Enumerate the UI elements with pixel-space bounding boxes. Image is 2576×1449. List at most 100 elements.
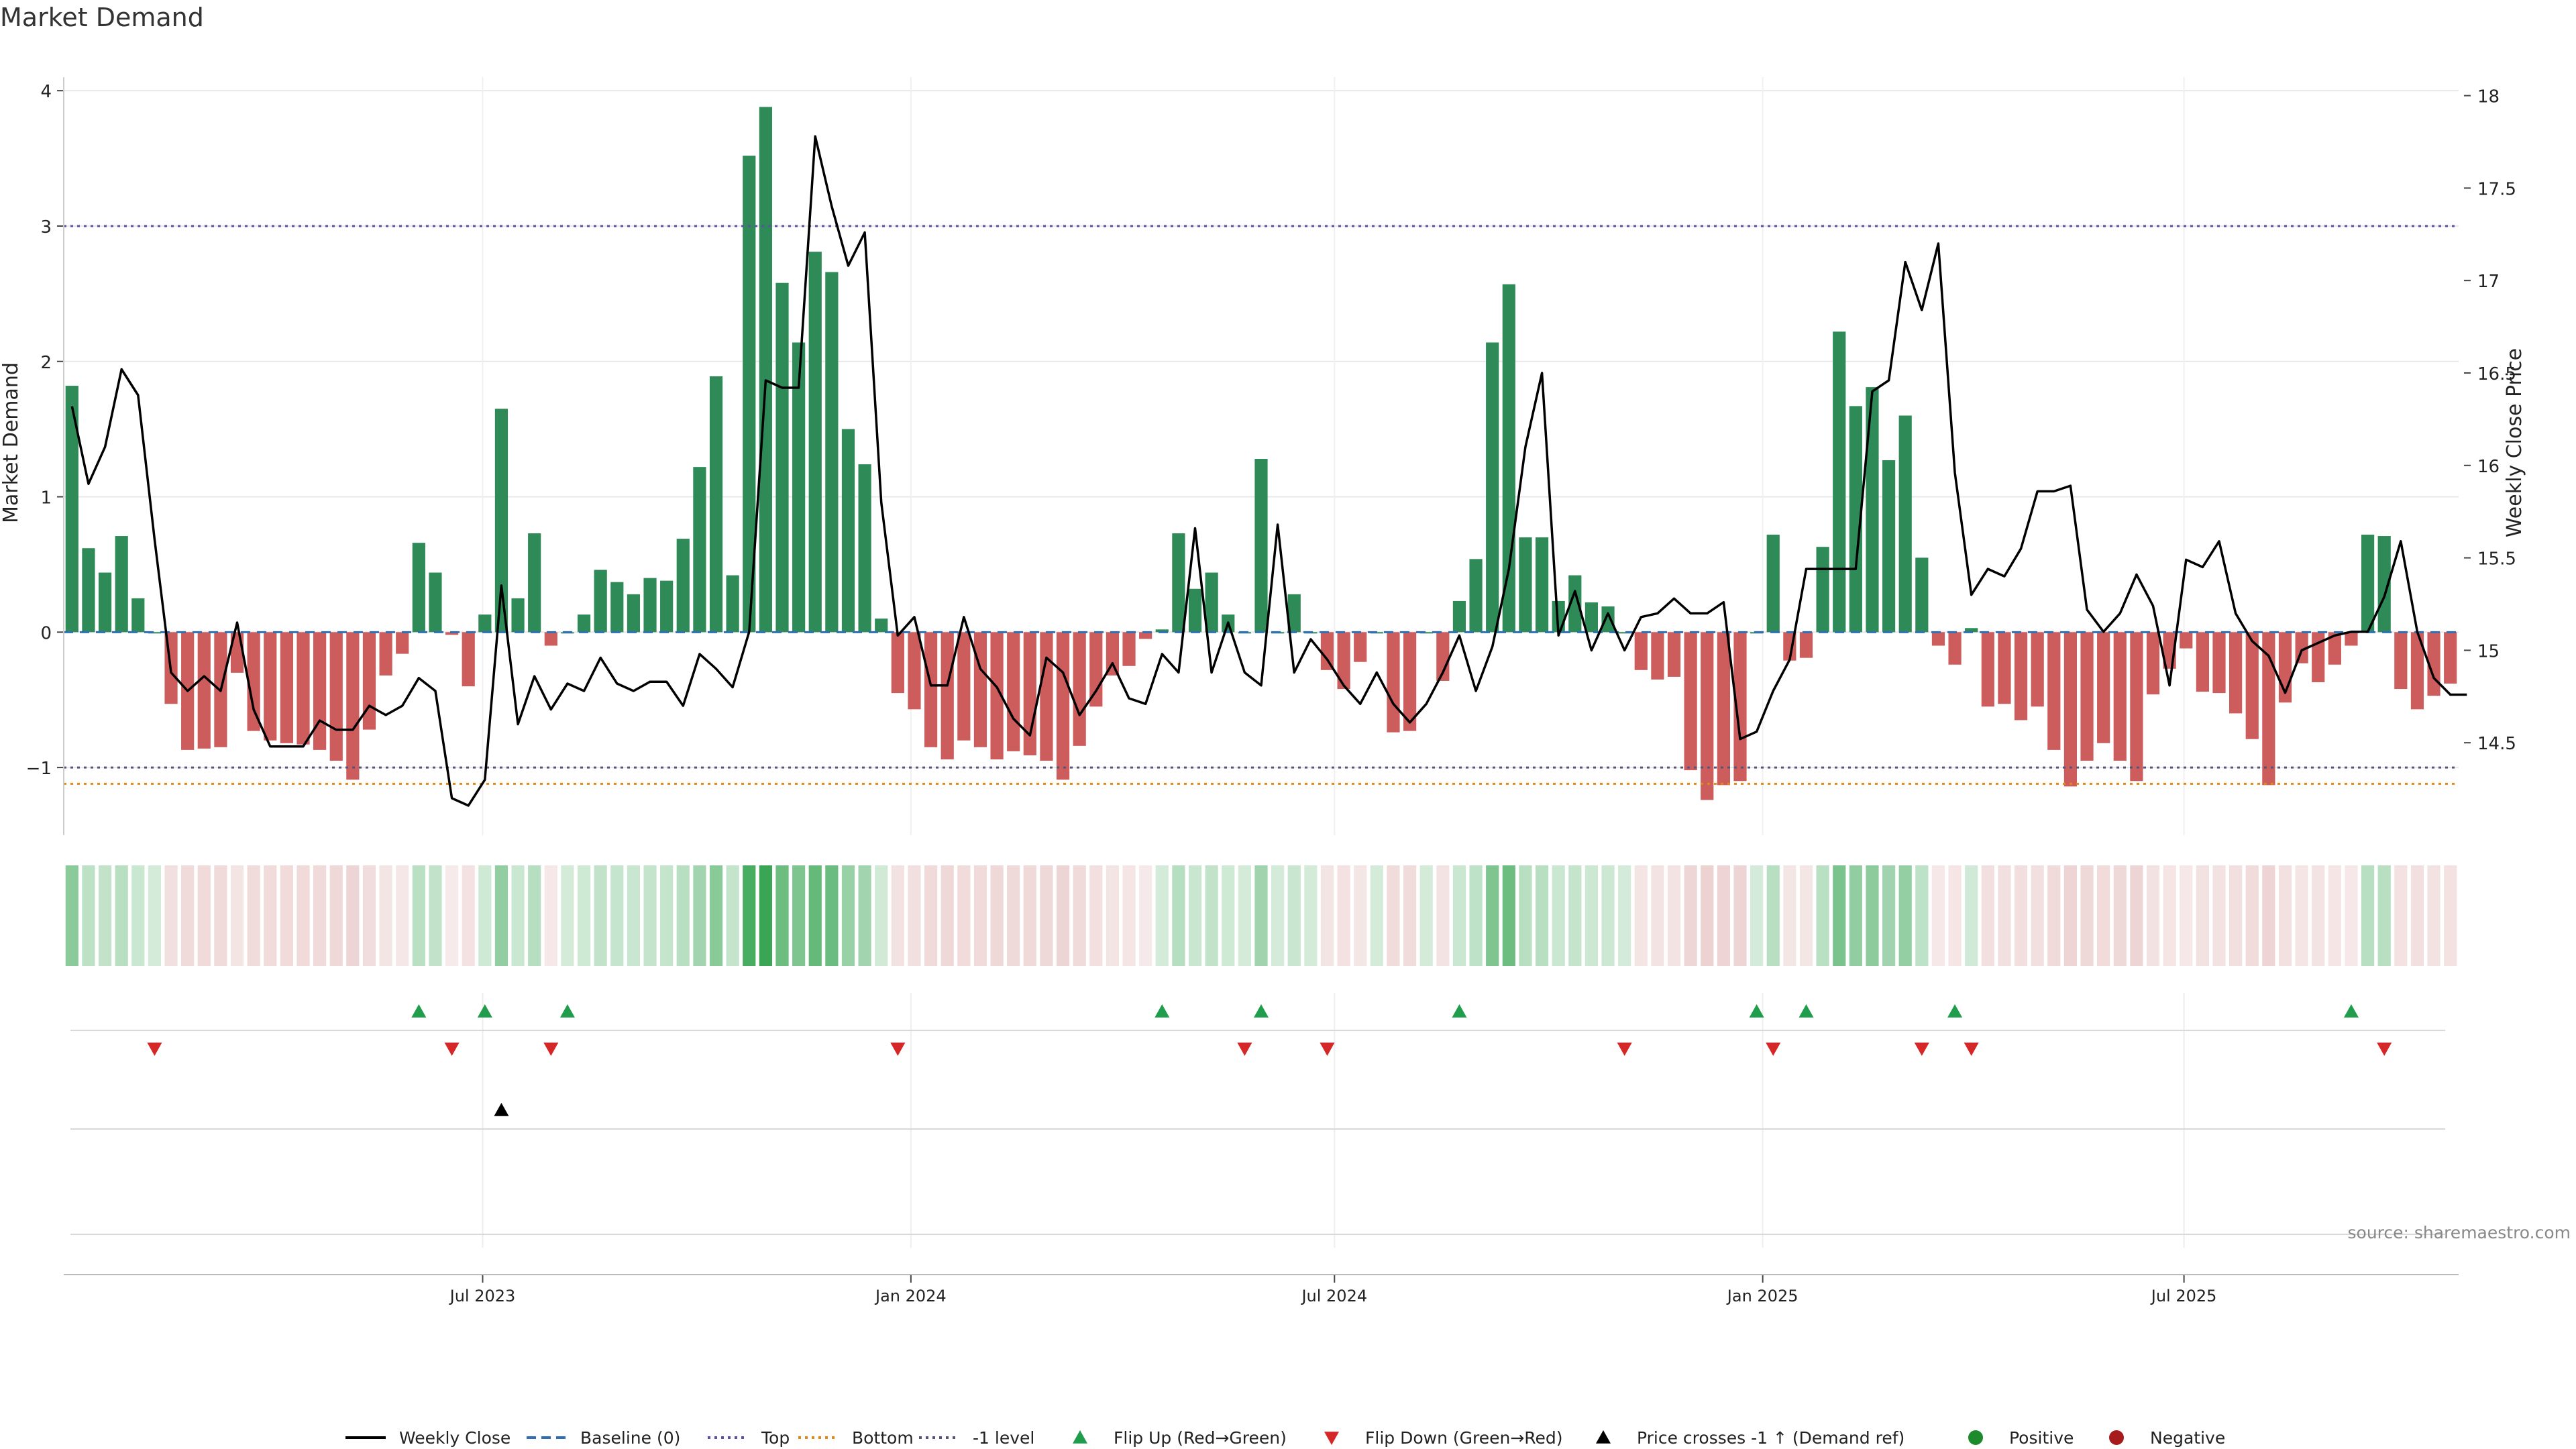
heat-cell [2377, 865, 2391, 966]
grid-layer [64, 77, 2459, 1248]
flip-up-marker [1254, 1004, 1269, 1018]
flip-up-marker [1799, 1004, 1814, 1018]
y-right-tick-label: 16 [2477, 457, 2500, 477]
demand-bar-positive [1849, 406, 1862, 633]
flip-down-marker [543, 1042, 559, 1056]
legend-label: Flip Up (Red→Green) [1114, 1428, 1287, 1448]
heat-cell [1040, 865, 1053, 966]
heat-cell [676, 865, 690, 966]
heat-cell [908, 865, 921, 966]
heat-cell [1701, 865, 1714, 966]
heat-cell [1287, 865, 1301, 966]
flip-down-marker [444, 1042, 460, 1056]
heat-cell [875, 865, 888, 966]
heat-cell [709, 865, 723, 966]
y-left-tick-label: 3 [40, 217, 52, 237]
legend: Weekly Close Baseline (0) Top Bottom -1 leve… [345, 1428, 2225, 1448]
heat-cell [743, 865, 756, 966]
demand-bar-negative [1948, 632, 1962, 665]
demand-bar-negative [891, 632, 904, 694]
heat-cell [1882, 865, 1896, 966]
heat-cell [65, 865, 78, 966]
demand-bar-negative [2196, 632, 2209, 692]
demand-bar-positive [1188, 588, 1202, 633]
demand-bar-negative [2229, 632, 2243, 714]
heat-cell [858, 865, 871, 966]
y-right-tick-label: 15 [2477, 641, 2500, 661]
flip-up-marker [1749, 1004, 1764, 1018]
heat-cell [1998, 865, 2011, 966]
demand-bar-positive [841, 429, 855, 633]
demand-bar-positive [1519, 537, 1532, 633]
demand-bar-positive [594, 570, 607, 633]
demand-bar-negative [1733, 632, 1747, 782]
heat-cell [2146, 865, 2160, 966]
heat-cell [2014, 865, 2028, 966]
demand-bar-negative [924, 632, 938, 747]
legend-swatch [1968, 1430, 1983, 1445]
flip-down-marker [1237, 1042, 1252, 1056]
heat-cell [362, 865, 376, 966]
demand-bar-negative [2345, 632, 2358, 646]
demand-bar-positive [1585, 602, 1599, 633]
heat-cell [462, 865, 475, 966]
demand-bar-negative [990, 632, 1004, 759]
legend-label: Flip Down (Green→Red) [1365, 1428, 1563, 1448]
y-right-tick-label: 16.5 [2477, 364, 2516, 384]
y-axis-right-label: Weekly Close Price [2503, 348, 2526, 537]
demand-bar-positive [1833, 331, 1846, 633]
demand-bar-negative [1403, 632, 1417, 731]
demand-bar-negative [280, 632, 293, 743]
demand-bar-positive [743, 156, 756, 633]
demand-bar-positive [610, 582, 624, 633]
heat-cell [511, 865, 525, 966]
heat-cell [214, 865, 227, 966]
demand-bar-negative [2047, 632, 2061, 750]
demand-bar-negative [197, 632, 211, 749]
heat-cell [1667, 865, 1681, 966]
demand-bar-negative [329, 632, 343, 761]
heat-strip [65, 865, 2457, 966]
heat-cell [82, 865, 95, 966]
demand-bar-negative [1106, 632, 1120, 676]
demand-bar-positive [726, 575, 739, 633]
demand-bar-positive [494, 409, 508, 633]
heat-cell [2394, 865, 2408, 966]
flip-down-marker [147, 1042, 162, 1056]
signal-markers [147, 1004, 2392, 1116]
axes: 4 3 2 1 0 −1 18 17.5 17 16.5 16 15.5 15 14.5 Jul 2023 J… [26, 77, 2516, 1305]
demand-bar-positive [528, 533, 541, 633]
flip-down-marker [890, 1042, 906, 1056]
legend-label: Price crosses -1 ↑ (Demand ref) [1637, 1428, 1904, 1448]
heat-cell [1254, 865, 1268, 966]
demand-bar-negative [2180, 632, 2193, 649]
demand-bar-positive [1965, 628, 1978, 633]
demand-bar-positive [478, 614, 492, 633]
heat-cell [1452, 865, 1466, 966]
heat-cell [1750, 865, 1764, 966]
demand-bar-negative [2113, 632, 2127, 761]
demand-bar-positive [875, 619, 888, 633]
y-right-tick-label: 14.5 [2477, 734, 2516, 754]
heat-cell [1766, 865, 1780, 966]
heat-cell [230, 865, 244, 966]
demand-bar-negative [2014, 632, 2028, 720]
heat-cell [941, 865, 954, 966]
heat-cell [1733, 865, 1747, 966]
heat-cell [1981, 865, 1994, 966]
heat-cell [1866, 865, 1879, 966]
legend-label: Bottom [852, 1428, 914, 1448]
heat-cell [2063, 865, 2078, 966]
demand-bar-negative [957, 632, 971, 741]
demand-bar-positive [1205, 572, 1218, 633]
demand-bar-positive [1601, 606, 1615, 633]
flip-down-marker [1766, 1042, 1781, 1056]
demand-bar-negative [1056, 632, 1070, 780]
demand-bar-negative [1139, 632, 1152, 639]
demand-bar-negative [1717, 632, 1730, 786]
demand-bar-negative [1436, 632, 1450, 681]
demand-bar-positive [115, 536, 128, 633]
heat-cell [148, 865, 162, 966]
x-tick-label: Jul 2023 [449, 1287, 516, 1305]
